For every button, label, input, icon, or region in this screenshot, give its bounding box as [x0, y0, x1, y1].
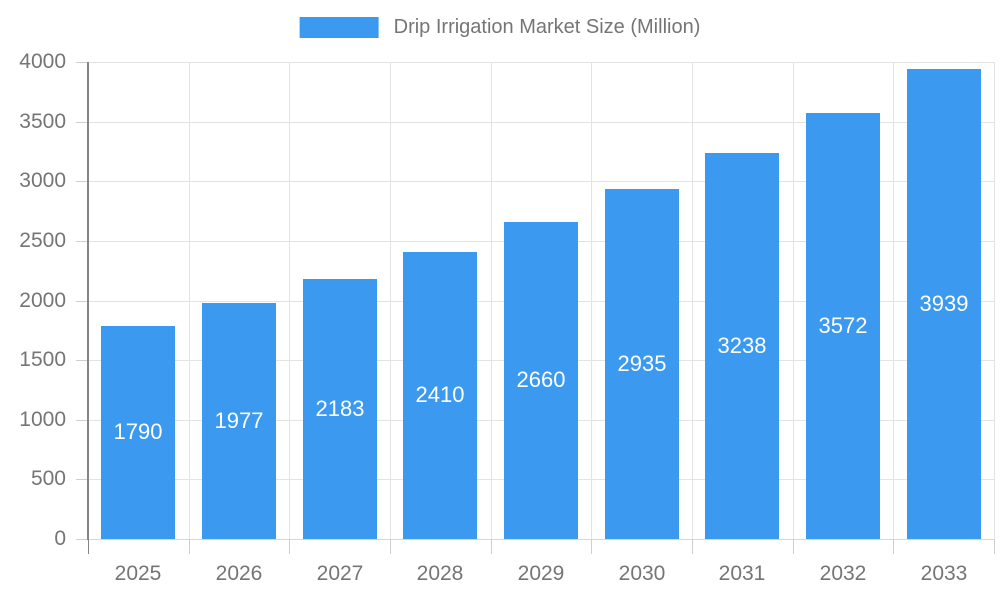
- bar: [907, 69, 981, 539]
- bar: [605, 189, 679, 539]
- bar: [705, 152, 779, 539]
- bar: [101, 325, 175, 539]
- bar-value-label: 3238: [717, 333, 767, 358]
- y-axis-tick-label: 2000: [19, 289, 66, 312]
- x-axis-tick: [88, 539, 89, 554]
- x-axis-tick-label: 2030: [618, 562, 666, 585]
- x-axis-tick-label: 2027: [316, 562, 364, 585]
- x-axis-tick: [793, 539, 794, 554]
- y-axis-tick-label: 3000: [19, 169, 66, 192]
- x-axis-tick: [289, 539, 290, 554]
- grid-line-horizontal: [88, 122, 994, 123]
- bar-value-label: 3939: [919, 291, 969, 316]
- grid-line-vertical: [491, 62, 492, 539]
- grid-line-horizontal: [88, 539, 994, 540]
- grid-line-vertical: [893, 62, 894, 539]
- y-axis-tick-label: 3500: [19, 110, 66, 133]
- x-axis-tick-label: 2028: [416, 562, 464, 585]
- x-axis-tick-label: 2025: [114, 562, 162, 585]
- x-axis-tick-label: 2031: [718, 562, 766, 585]
- legend-label: Drip Irrigation Market Size (Million): [393, 16, 701, 38]
- y-axis-tick: [76, 479, 88, 480]
- y-axis-tick: [76, 420, 88, 421]
- grid-line-vertical: [289, 62, 290, 539]
- x-axis-tick: [491, 539, 492, 554]
- x-axis-tick: [994, 539, 995, 554]
- bar: [202, 303, 276, 539]
- y-axis-tick: [76, 241, 88, 242]
- y-axis-tick: [76, 539, 88, 540]
- grid-line-vertical: [591, 62, 592, 539]
- y-axis-tick-label: 1000: [19, 408, 66, 431]
- bar-value-label: 1790: [113, 419, 163, 444]
- x-axis-tick-label: 2032: [819, 562, 867, 585]
- x-axis-tick-label: 2029: [517, 562, 565, 585]
- x-axis-tick: [189, 539, 190, 554]
- bar: [806, 113, 880, 539]
- y-axis-tick-label: 0: [54, 527, 66, 550]
- bar-value-label: 3572: [818, 313, 868, 338]
- y-axis-line: [87, 62, 89, 540]
- y-axis-tick-label: 500: [30, 467, 66, 490]
- bar: [303, 278, 377, 539]
- grid-line-horizontal: [88, 62, 994, 63]
- y-axis-tick: [76, 62, 88, 63]
- y-axis-tick-label: 2500: [19, 229, 66, 252]
- grid-line-vertical: [189, 62, 190, 539]
- legend: Drip Irrigation Market Size (Million): [299, 16, 701, 39]
- y-axis-tick: [76, 360, 88, 361]
- legend-swatch: [299, 17, 379, 38]
- bar-value-label: 2410: [415, 382, 465, 407]
- grid-line-horizontal: [88, 181, 994, 182]
- y-axis-tick: [76, 181, 88, 182]
- x-axis-tick: [390, 539, 391, 554]
- y-axis-tick: [76, 122, 88, 123]
- x-axis-tick: [893, 539, 894, 554]
- grid-line-vertical: [390, 62, 391, 539]
- bar-value-label: 1977: [214, 408, 264, 433]
- grid-line-vertical: [793, 62, 794, 539]
- y-axis-tick-label: 4000: [19, 50, 66, 73]
- x-axis-tick: [692, 539, 693, 554]
- x-axis-tick: [591, 539, 592, 554]
- bar: [403, 251, 477, 539]
- y-axis-tick: [76, 301, 88, 302]
- bar-value-label: 2935: [617, 351, 667, 376]
- grid-line-vertical: [692, 62, 693, 539]
- bar-value-label: 2660: [516, 367, 566, 392]
- y-axis-tick-label: 1500: [19, 348, 66, 371]
- x-axis-tick-label: 2026: [215, 562, 263, 585]
- x-axis-tick-label: 2033: [920, 562, 968, 585]
- bar: [504, 221, 578, 539]
- bar-value-label: 2183: [315, 396, 365, 421]
- grid-line-vertical: [994, 62, 995, 539]
